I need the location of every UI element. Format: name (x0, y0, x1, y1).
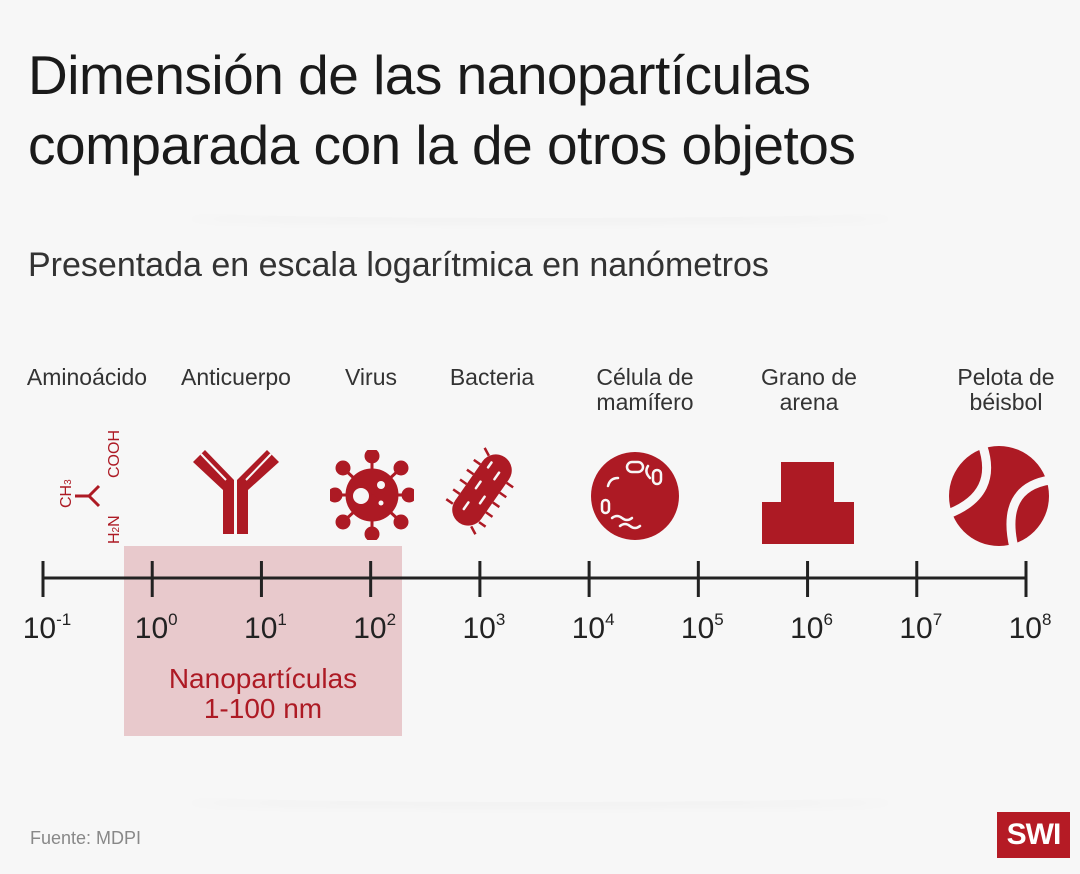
tick-exponent: 4 (605, 610, 615, 629)
tick-label: 101 (244, 610, 287, 646)
n-text: N (106, 515, 123, 527)
tick-exponent: 2 (386, 610, 397, 629)
tick-base: 10 (22, 612, 57, 645)
sub3-text: 3 (63, 479, 74, 485)
title-line-1: Dimensión de las nanopartículas (28, 44, 811, 106)
antibody-icon (193, 450, 279, 534)
tick-label: 103 (462, 610, 505, 646)
bacteria-icon (445, 447, 514, 535)
tick-label: 106 (790, 610, 833, 646)
swi-logo: SWI (997, 812, 1070, 858)
tick-label: 10-1 (23, 610, 72, 646)
tick-label: 105 (681, 610, 724, 646)
object-label: Aminoácido (26, 364, 148, 390)
tick-exponent: 0 (168, 610, 178, 629)
tick-base: 10 (571, 612, 606, 645)
subtitle: Presentada en escala logarítmica en nanó… (28, 246, 769, 284)
object-label: Célula de mamífero (596, 364, 694, 415)
tick-base: 10 (134, 612, 169, 645)
tick-exponent: 5 (714, 610, 724, 629)
object-label: Anticuerpo (181, 364, 291, 390)
tick-exponent: 6 (823, 610, 833, 629)
tick-label: 100 (135, 610, 178, 646)
tick-base: 10 (1008, 612, 1042, 645)
tick-label: 108 (1009, 610, 1052, 646)
title-line-2: comparada con la de otros objetos (28, 114, 856, 176)
cooh-text: COOH (106, 430, 123, 478)
tick-base: 10 (899, 612, 933, 645)
ch-text: CH (58, 485, 75, 508)
tick-exponent: 3 (495, 610, 506, 629)
page-title: Dimensión de las nanopartículas comparada… (28, 40, 856, 180)
sub2-text: 2 (111, 526, 122, 532)
nanoparticle-label-range: 1-100 nm (203, 693, 323, 724)
tick-base: 10 (790, 612, 824, 645)
svg-text:CH3: CH3 (58, 479, 75, 508)
tick-label: 107 (899, 610, 942, 646)
h-text: H (106, 532, 123, 544)
baseball-icon (948, 444, 1050, 548)
tick-label: 104 (572, 610, 615, 646)
virus-icon (330, 450, 414, 540)
nanoparticle-label-title: Nanopartículas (168, 663, 358, 694)
tick-exponent: 8 (1041, 610, 1052, 629)
cell-icon (591, 452, 679, 540)
tick-base: 10 (462, 612, 496, 645)
source-text: Fuente: MDPI (30, 828, 142, 848)
object-label: Grano de arena (761, 364, 857, 415)
object-label: Virus (345, 364, 397, 390)
tick-base: 10 (680, 612, 715, 645)
tick-exponent: 1 (277, 610, 287, 629)
object-label: Pelota de béisbol (957, 364, 1055, 415)
tick-label: 102 (353, 610, 396, 646)
sand-grain-icon (762, 462, 854, 544)
nanoparticle-label: Nanopartículas 1-100 nm (124, 664, 402, 724)
tick-base: 10 (244, 612, 278, 645)
svg-text:H2N: H2N (106, 515, 123, 544)
object-label: Bacteria (449, 364, 535, 390)
tick-base: 10 (353, 612, 387, 645)
footer-divider (180, 788, 900, 802)
amino-acid-icon: COOH H2N CH3 (58, 430, 123, 544)
tick-exponent: -1 (56, 610, 72, 629)
tick-exponent: 7 (932, 610, 943, 629)
